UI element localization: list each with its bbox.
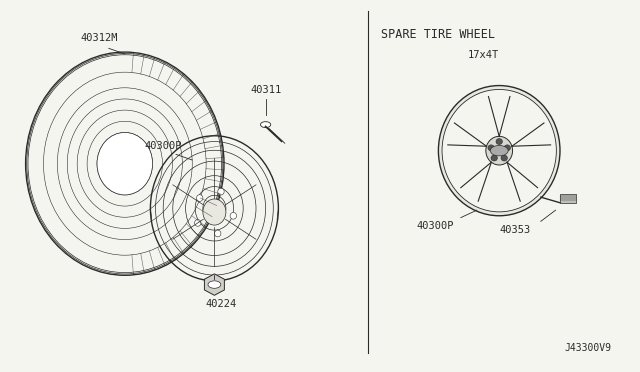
Circle shape xyxy=(208,281,221,288)
Text: 40224: 40224 xyxy=(205,299,236,310)
Polygon shape xyxy=(560,194,576,203)
Ellipse shape xyxy=(488,145,494,151)
Text: 40311: 40311 xyxy=(250,85,281,95)
Ellipse shape xyxy=(203,199,226,225)
Text: 40300P: 40300P xyxy=(145,141,182,151)
Ellipse shape xyxy=(496,139,502,145)
Ellipse shape xyxy=(214,230,221,237)
Text: SPARE TIRE WHEEL: SPARE TIRE WHEEL xyxy=(381,28,495,41)
Ellipse shape xyxy=(230,212,237,219)
Text: 40312M: 40312M xyxy=(81,33,118,43)
Ellipse shape xyxy=(486,137,513,165)
Circle shape xyxy=(260,122,271,128)
Ellipse shape xyxy=(97,132,152,195)
Ellipse shape xyxy=(491,155,497,161)
Ellipse shape xyxy=(504,145,511,151)
Ellipse shape xyxy=(196,195,203,201)
Text: J43300V9: J43300V9 xyxy=(564,343,611,353)
Ellipse shape xyxy=(195,219,201,226)
Ellipse shape xyxy=(501,155,508,161)
Circle shape xyxy=(490,145,508,156)
Ellipse shape xyxy=(218,188,224,195)
Text: 40300P: 40300P xyxy=(417,221,454,231)
Text: 40353: 40353 xyxy=(500,225,531,235)
Ellipse shape xyxy=(442,90,556,212)
Text: 17x4T: 17x4T xyxy=(468,49,499,60)
Polygon shape xyxy=(204,274,225,295)
Ellipse shape xyxy=(438,86,560,216)
